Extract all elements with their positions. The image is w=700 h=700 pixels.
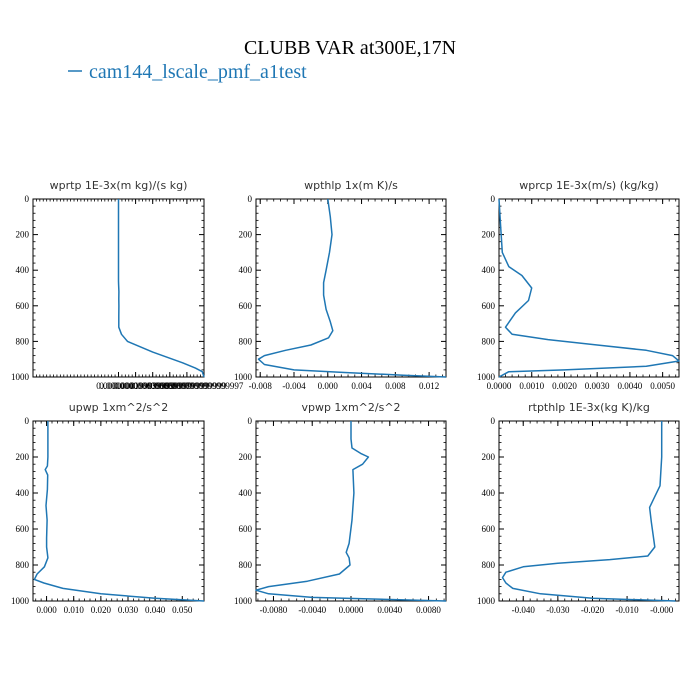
- x-tick-label: 0.030: [118, 605, 139, 615]
- y-tick-label: 1000: [477, 596, 496, 606]
- x-tick-label: -0.0080: [260, 605, 288, 615]
- y-tick-label: 0: [248, 194, 253, 204]
- x-tick-label: 0.0050: [650, 381, 675, 391]
- panel-title: wprtp 1E-3x(m kg)/(s kg): [50, 179, 188, 192]
- y-tick-label: 0: [25, 194, 30, 204]
- y-tick-label: 0: [248, 416, 253, 426]
- y-tick-label: 800: [239, 560, 253, 570]
- y-tick-label: 400: [239, 265, 253, 275]
- y-tick-label: 400: [16, 488, 30, 498]
- x-tick-label: 0.0080: [416, 605, 441, 615]
- x-tick-label: -0.004: [282, 381, 306, 391]
- series-line: [257, 198, 447, 378]
- x-tick-label: 0.050: [172, 605, 193, 615]
- y-tick-label: 400: [16, 265, 30, 275]
- x-tick-label: -0.010: [615, 605, 639, 615]
- plot-frame: [32, 420, 205, 602]
- series-line: [33, 421, 205, 602]
- panel-title: wpthlp 1x(m K)/s: [304, 179, 398, 192]
- series-line: [501, 421, 676, 602]
- y-tick-label: 200: [482, 452, 496, 462]
- x-tick-label: -0.020: [581, 605, 605, 615]
- y-tick-label: 0: [25, 416, 30, 426]
- figure-title: CLUBB VAR at300E,17N: [244, 37, 456, 59]
- y-tick-label: 1000: [11, 372, 30, 382]
- panel-title: wprcp 1E-3x(m/s) (kg/kg): [519, 179, 658, 192]
- panel-2: wpthlp 1x(m K)/s 0 200 400 600 800 1000-0.008-…: [234, 179, 447, 391]
- panel-4: upwp 1xm^2/s^2 0 200 400 600 800 1000 0.000 0.01…: [11, 401, 205, 615]
- plot-frame: [498, 198, 680, 378]
- x-tick-label: 0.0000000199999999: [96, 381, 175, 391]
- y-tick-label: 600: [482, 524, 496, 534]
- y-tick-label: 0: [491, 416, 496, 426]
- x-tick-label: 0.000: [36, 605, 57, 615]
- panel-5: vpwp 1xm^2/s^2 0 200 400 600 800 1000 -0.0080 -0…: [234, 401, 447, 615]
- x-tick-label: 0.0000000: [99, 381, 138, 391]
- series-line: [255, 421, 447, 602]
- panel-1: wprtp 1E-3x(m kg)/(s kg) 0 200 400 600 800 100…: [11, 179, 244, 391]
- x-tick-label: 0.012: [419, 381, 439, 391]
- x-tick-label: 0.040: [145, 605, 166, 615]
- y-tick-label: 200: [239, 230, 253, 240]
- y-tick-label: 800: [482, 336, 496, 346]
- y-tick-label: 200: [16, 452, 30, 462]
- figure-legend: cam144_lscale_pmf_a1test: [68, 61, 307, 83]
- x-tick-label: 0.0000000599999999: [130, 381, 209, 391]
- x-tick-label: 0.0020: [552, 381, 577, 391]
- plot-frame: [498, 420, 680, 602]
- y-tick-label: 1000: [234, 596, 253, 606]
- x-tick-label: -0.000: [650, 605, 674, 615]
- y-tick-label: 200: [16, 230, 30, 240]
- x-tick-label: 0.0040: [377, 605, 402, 615]
- y-tick-label: 800: [482, 560, 496, 570]
- panel-6: rtpthlp 1E-3x(kg K)/kg 0 200 400 600 800 1000 -…: [477, 401, 680, 615]
- y-tick-label: 600: [16, 524, 30, 534]
- y-tick-label: 800: [16, 336, 30, 346]
- y-tick-label: 600: [16, 301, 30, 311]
- y-tick-label: 200: [239, 452, 253, 462]
- y-tick-label: 400: [482, 265, 496, 275]
- panel-title: vpwp 1xm^2/s^2: [301, 401, 400, 414]
- y-tick-label: 1000: [477, 372, 496, 382]
- panel-title: upwp 1xm^2/s^2: [69, 401, 169, 414]
- x-tick-label: 0.0000000999999997: [165, 381, 244, 391]
- legend-label: cam144_lscale_pmf_a1test: [89, 61, 307, 83]
- plot-frame: [255, 420, 447, 602]
- x-tick-label: 0.008: [385, 381, 406, 391]
- panels: wprtp 1E-3x(m kg)/(s kg) 0 200 400 600 800 100…: [11, 179, 680, 615]
- y-tick-label: 1000: [234, 372, 253, 382]
- x-tick-label: 0.004: [351, 381, 372, 391]
- plot-frame: [255, 198, 447, 378]
- x-tick-label: 0.0000: [487, 381, 512, 391]
- series-line: [117, 199, 205, 378]
- x-tick-label: 0.0040: [618, 381, 643, 391]
- y-tick-label: 800: [239, 336, 253, 346]
- x-tick-label: 0.0000000399999999: [113, 381, 192, 391]
- x-tick-label: 0.020: [91, 605, 112, 615]
- series-line: [498, 198, 680, 378]
- x-tick-label: -0.008: [249, 381, 273, 391]
- x-tick-label: 0.0010: [519, 381, 544, 391]
- y-tick-label: 800: [16, 560, 30, 570]
- y-tick-label: 600: [482, 301, 496, 311]
- panel-3: wprcp 1E-3x(m/s) (kg/kg) 0 200 400 600 800 100…: [477, 179, 680, 391]
- x-tick-label: 0.0000: [339, 605, 364, 615]
- x-tick-label: -0.040: [512, 605, 536, 615]
- y-tick-label: 400: [482, 488, 496, 498]
- x-tick-label: -0.0040: [298, 605, 326, 615]
- x-tick-label: 0.0000000799999999: [148, 381, 227, 391]
- y-tick-label: 200: [482, 230, 496, 240]
- y-tick-label: 400: [239, 488, 253, 498]
- x-tick-label: 0.010: [64, 605, 85, 615]
- x-tick-label: 0.000: [318, 381, 339, 391]
- x-tick-label: -0.030: [546, 605, 570, 615]
- y-tick-label: 1000: [11, 596, 30, 606]
- panel-title: rtpthlp 1E-3x(kg K)/kg: [528, 401, 650, 414]
- y-tick-label: 600: [239, 301, 253, 311]
- y-tick-label: 600: [239, 524, 253, 534]
- y-tick-label: 0: [491, 194, 496, 204]
- x-tick-label: 0.0030: [585, 381, 610, 391]
